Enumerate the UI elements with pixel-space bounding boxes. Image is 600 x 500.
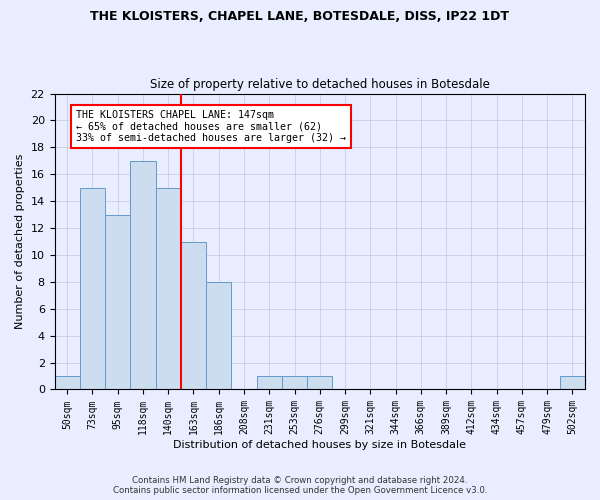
Title: Size of property relative to detached houses in Botesdale: Size of property relative to detached ho… <box>150 78 490 91</box>
Text: THE KLOISTERS CHAPEL LANE: 147sqm
← 65% of detached houses are smaller (62)
33% : THE KLOISTERS CHAPEL LANE: 147sqm ← 65% … <box>76 110 346 143</box>
Bar <box>105 214 130 390</box>
Bar <box>560 376 585 390</box>
Bar <box>206 282 232 390</box>
Bar <box>181 242 206 390</box>
Bar <box>130 161 155 390</box>
Bar <box>257 376 282 390</box>
Text: Contains HM Land Registry data © Crown copyright and database right 2024.
Contai: Contains HM Land Registry data © Crown c… <box>113 476 487 495</box>
X-axis label: Distribution of detached houses by size in Botesdale: Distribution of detached houses by size … <box>173 440 466 450</box>
Bar <box>155 188 181 390</box>
Bar <box>80 188 105 390</box>
Bar <box>282 376 307 390</box>
Bar <box>55 376 80 390</box>
Y-axis label: Number of detached properties: Number of detached properties <box>15 154 25 329</box>
Bar <box>307 376 332 390</box>
Text: THE KLOISTERS, CHAPEL LANE, BOTESDALE, DISS, IP22 1DT: THE KLOISTERS, CHAPEL LANE, BOTESDALE, D… <box>91 10 509 23</box>
